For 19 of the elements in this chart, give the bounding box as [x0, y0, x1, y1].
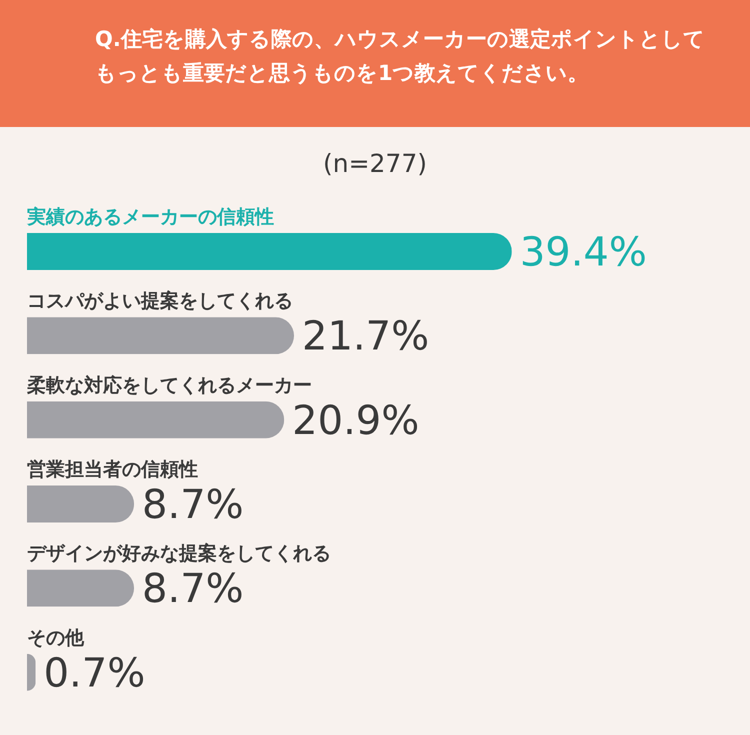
y-tick-label: 柔軟な対応をしてくれるメーカー	[26, 374, 312, 396]
data-label: 39.4%	[520, 230, 647, 276]
chart-subtitle: (n=277)	[322, 149, 428, 180]
y-tick-label: その他	[27, 626, 85, 649]
bar	[27, 317, 294, 354]
y-tick-label: 実績のあるメーカーの信頼性	[26, 206, 274, 228]
data-label: 0.7%	[44, 650, 146, 696]
data-label: 8.7%	[142, 482, 244, 528]
bar	[27, 486, 134, 522]
bar	[27, 570, 134, 607]
data-label: 21.7%	[302, 314, 430, 360]
data-label: 20.9%	[292, 398, 420, 444]
y-tick-label: 営業担当者の信頼性	[27, 458, 198, 480]
bar	[27, 401, 284, 438]
y-tick-label: コスパがよい提案をしてくれる	[27, 290, 293, 312]
chart-title: Q.住宅を購入する際の、ハウスメーカーの選定ポイントとしてもっとも重要だと思うものを1つ教えてください。	[0, 0, 750, 127]
bar	[27, 233, 512, 270]
data-label: 8.7%	[142, 566, 244, 612]
y-tick-label: デザインが好みな提案をしてくれる	[27, 542, 331, 565]
